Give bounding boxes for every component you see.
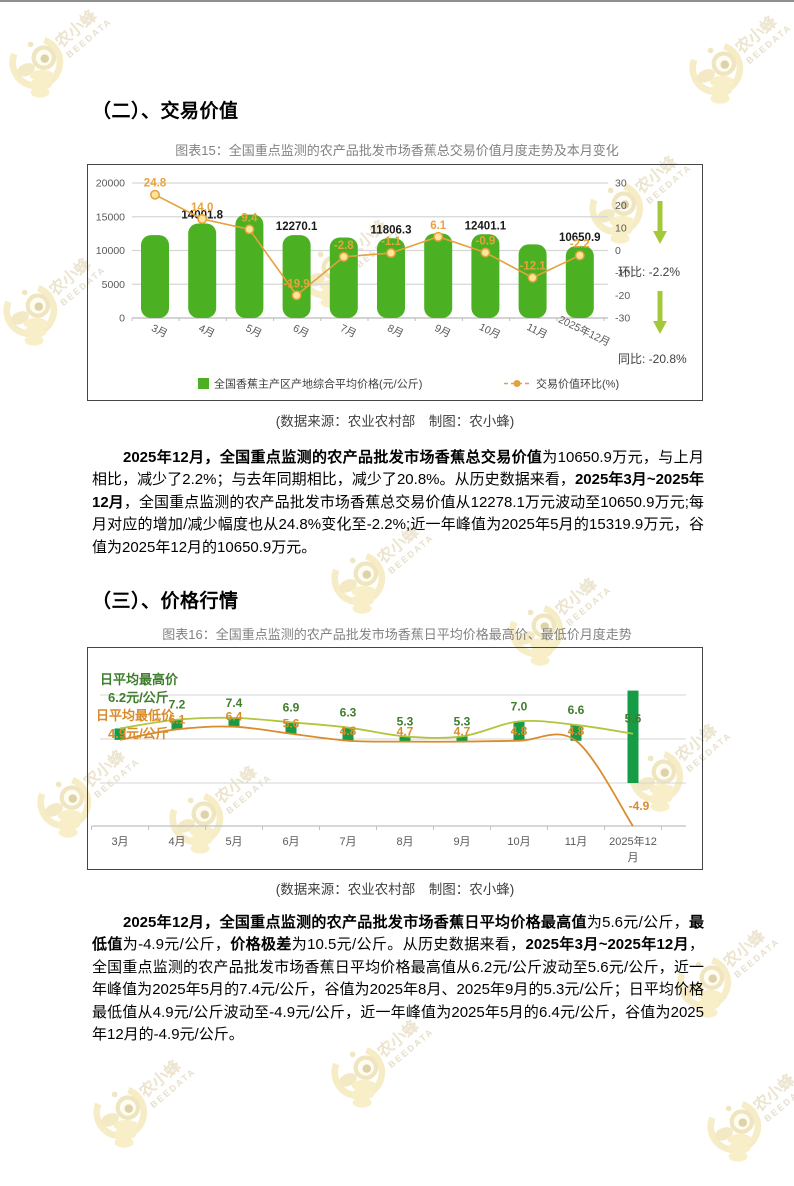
svg-text:20000: 20000 — [96, 178, 125, 190]
svg-text:0: 0 — [615, 245, 621, 257]
svg-text:24.8: 24.8 — [144, 178, 167, 190]
svg-text:4.8: 4.8 — [568, 724, 585, 738]
bee-icon — [331, 1045, 386, 1108]
watermark-bee-logo: 农小蜂 BEEDATA — [706, 1066, 794, 1186]
page-top-border — [0, 0, 794, 2]
svg-text:9.4: 9.4 — [241, 212, 258, 224]
svg-text:12401.1: 12401.1 — [465, 220, 507, 232]
svg-text:5月: 5月 — [244, 322, 264, 340]
svg-text:6.2元/公斤: 6.2元/公斤 — [108, 690, 169, 705]
svg-text:环比: -2.2%: 环比: -2.2% — [618, 265, 680, 279]
svg-text:10000: 10000 — [96, 245, 125, 257]
data-source-caption-2: (数据来源：农业农村部 制图：农小蜂) — [275, 882, 515, 897]
svg-text:日平均最低价: 日平均最低价 — [96, 708, 175, 723]
chart15-transaction-value: 050001000015000200003020100-10-20-301400… — [96, 178, 687, 391]
svg-text:6.1: 6.1 — [430, 220, 447, 232]
bee-icon — [689, 41, 744, 104]
watermark-text: 农小蜂 BEEDATA — [552, 575, 614, 628]
svg-text:9月: 9月 — [453, 836, 470, 848]
svg-text:6月: 6月 — [282, 836, 299, 848]
svg-text:-2.2: -2.2 — [570, 238, 590, 250]
svg-text:11月: 11月 — [565, 836, 587, 848]
svg-text:2025年12: 2025年12 — [609, 834, 657, 848]
svg-text:7.0: 7.0 — [511, 699, 528, 713]
svg-text:20: 20 — [615, 200, 627, 212]
watermark-text: 农小蜂 BEEDATA — [732, 13, 794, 66]
svg-text:交易价值环比(%): 交易价值环比(%) — [536, 377, 619, 391]
svg-text:15000: 15000 — [96, 211, 125, 223]
svg-text:全国香蕉主产区产地综合平均价格(元/公斤): 全国香蕉主产区产地综合平均价格(元/公斤) — [214, 377, 422, 391]
svg-text:-19.9: -19.9 — [283, 278, 309, 290]
svg-text:6.4: 6.4 — [226, 710, 243, 724]
svg-text:4.7: 4.7 — [397, 725, 414, 739]
svg-text:-4.9: -4.9 — [629, 799, 650, 813]
watermark-text: 农小蜂 BEEDATA — [720, 927, 782, 980]
svg-text:4.8: 4.8 — [340, 724, 357, 738]
svg-text:9月: 9月 — [433, 322, 453, 340]
svg-text:6月: 6月 — [291, 322, 311, 340]
svg-text:6.3: 6.3 — [340, 706, 357, 720]
figure16-title: 图表16：全国重点监测的农产品批发市场香蕉日平均价格最高价、最低价月度走势 — [162, 627, 632, 642]
watermark-text: 农小蜂 BEEDATA — [52, 7, 114, 60]
svg-text:11月: 11月 — [525, 321, 550, 341]
svg-text:14.0: 14.0 — [191, 202, 213, 214]
svg-text:10: 10 — [615, 223, 627, 235]
analysis-paragraph-price-trend: 2025年12月，全国重点监测的农产品批发市场香蕉日平均价格最高值为5.6元/公… — [92, 914, 704, 1044]
svg-text:5000: 5000 — [102, 279, 126, 291]
svg-text:-30: -30 — [615, 313, 630, 325]
svg-text:8月: 8月 — [385, 322, 405, 340]
svg-text:5.3: 5.3 — [454, 714, 471, 728]
svg-text:-10: -10 — [615, 268, 630, 280]
svg-text:3月: 3月 — [111, 836, 128, 848]
chart16-price-trend: 7.2 7.4 6.9 6.3 5.3 5.3 7.0 6.6 5.6 6.1 6.4 5.6 4.8 4… — [91, 672, 686, 864]
svg-text:同比: -20.8%: 同比: -20.8% — [618, 352, 687, 366]
svg-text:-0.9: -0.9 — [475, 236, 495, 248]
bee-icon — [93, 1085, 148, 1148]
svg-text:4.9元/公斤: 4.9元/公斤 — [108, 726, 169, 741]
svg-text:日平均最高价: 日平均最高价 — [100, 672, 179, 687]
svg-text:-1.1: -1.1 — [381, 236, 401, 248]
figure15-title: 图表15：全国重点监测的农产品批发市场香蕉总交易价值月度走势及本月变化 — [175, 143, 619, 158]
chart15-transaction-value-frame: 050001000015000200003020100-10-20-301400… — [87, 164, 703, 401]
svg-text:4.7: 4.7 — [454, 725, 471, 739]
chart16-price-trend-frame: 7.2 7.4 6.9 6.3 5.3 5.3 7.0 6.6 5.6 6.1 6.4 5.6 4.8 4… — [87, 647, 703, 870]
svg-text:6.6: 6.6 — [568, 703, 585, 717]
svg-text:-2.8: -2.8 — [334, 240, 354, 252]
bee-icon — [3, 283, 58, 346]
bee-icon — [707, 1099, 762, 1162]
svg-text:7.4: 7.4 — [226, 696, 243, 710]
svg-text:3月: 3月 — [149, 322, 169, 340]
svg-text:8月: 8月 — [396, 836, 413, 848]
section-heading-transaction-value: （二）、交易价值 — [92, 101, 239, 122]
svg-text:6.9: 6.9 — [283, 700, 300, 714]
watermark-bee-logo: 农小蜂 BEEDATA — [688, 8, 794, 128]
bee-icon — [9, 35, 64, 98]
svg-text:5.6: 5.6 — [283, 717, 300, 731]
svg-text:7.2: 7.2 — [169, 698, 186, 712]
watermark-text: 农小蜂 BEEDATA — [136, 1057, 198, 1110]
svg-text:10月: 10月 — [477, 321, 502, 342]
svg-text:7月: 7月 — [338, 322, 358, 340]
data-source-caption-1: (数据来源：农业农村部 制图：农小蜂) — [275, 414, 515, 429]
svg-text:5.6: 5.6 — [625, 712, 642, 726]
svg-text:-20: -20 — [615, 290, 630, 302]
svg-text:5.3: 5.3 — [397, 714, 414, 728]
svg-text:4.8: 4.8 — [511, 724, 528, 738]
svg-text:4月: 4月 — [197, 322, 217, 340]
svg-text:6.1: 6.1 — [169, 712, 186, 726]
svg-text:月: 月 — [628, 852, 639, 864]
svg-text:-12.1: -12.1 — [519, 261, 546, 273]
analysis-paragraph-transaction-value: 2025年12月，全国重点监测的农产品批发市场香蕉总交易价值为10650.9万元… — [92, 449, 704, 556]
svg-text:7月: 7月 — [339, 836, 356, 848]
svg-text:5月: 5月 — [225, 836, 242, 848]
watermark-bee-logo: 农小蜂 BEEDATA — [92, 1052, 242, 1172]
svg-text:11806.3: 11806.3 — [371, 224, 412, 236]
svg-text:4月: 4月 — [168, 836, 185, 848]
watermark-text: 农小蜂 BEEDATA — [750, 1071, 794, 1124]
svg-text:10月: 10月 — [507, 836, 530, 848]
section-heading-price-trend: （三）、价格行情 — [92, 591, 239, 612]
svg-text:30: 30 — [615, 178, 627, 190]
svg-text:0: 0 — [119, 313, 125, 325]
svg-text:12270.1: 12270.1 — [276, 221, 318, 233]
